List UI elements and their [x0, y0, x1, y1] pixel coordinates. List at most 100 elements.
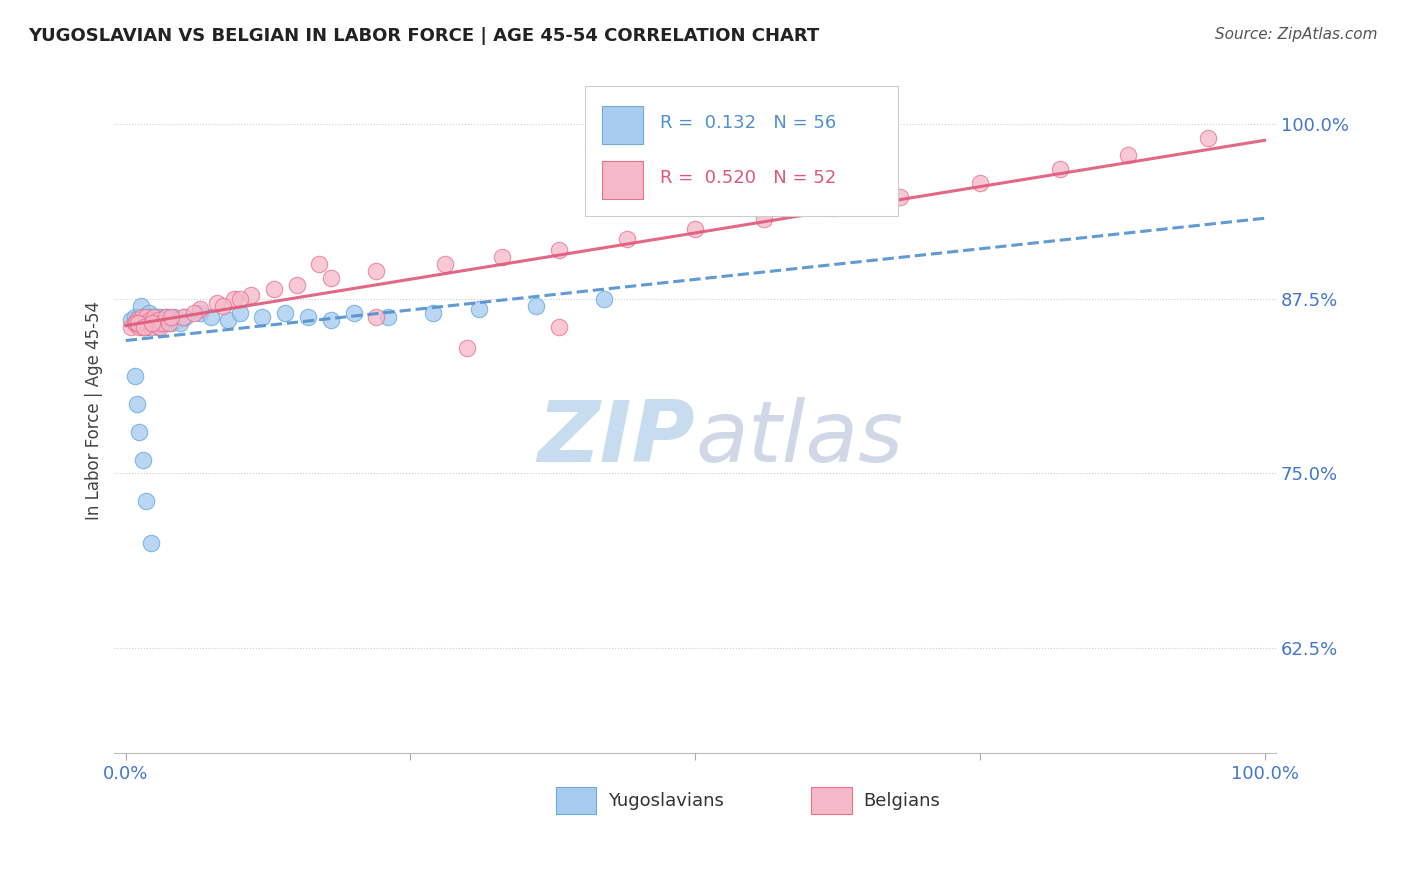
- Point: [593, 292, 616, 306]
- Point: [148, 313, 170, 327]
- Point: [366, 264, 388, 278]
- Point: [127, 318, 149, 333]
- Point: [366, 310, 388, 324]
- Point: [456, 341, 478, 355]
- Point: [240, 287, 263, 301]
- Point: [228, 292, 250, 306]
- Point: [285, 277, 308, 292]
- Point: [132, 310, 155, 324]
- Text: atlas: atlas: [695, 397, 903, 480]
- Y-axis label: In Labor Force | Age 45-54: In Labor Force | Age 45-54: [86, 301, 103, 520]
- Point: [131, 319, 153, 334]
- Point: [127, 397, 149, 411]
- Point: [319, 313, 342, 327]
- Point: [172, 310, 194, 324]
- Point: [146, 313, 169, 327]
- Point: [252, 310, 274, 324]
- Point: [136, 313, 159, 327]
- Point: [129, 316, 152, 330]
- Point: [138, 310, 160, 324]
- Point: [146, 319, 169, 334]
- Point: [200, 310, 222, 324]
- Point: [547, 319, 569, 334]
- FancyBboxPatch shape: [811, 787, 852, 814]
- FancyBboxPatch shape: [585, 86, 898, 216]
- Point: [142, 310, 165, 324]
- Point: [162, 310, 184, 324]
- Point: [128, 319, 150, 334]
- Point: [547, 243, 569, 257]
- Text: Belgians: Belgians: [863, 791, 941, 810]
- Point: [752, 212, 775, 227]
- Point: [228, 306, 250, 320]
- Point: [124, 316, 146, 330]
- Point: [132, 452, 155, 467]
- Point: [211, 299, 233, 313]
- Point: [150, 313, 173, 327]
- Point: [1116, 148, 1139, 162]
- Point: [139, 536, 162, 550]
- Point: [188, 306, 211, 320]
- Point: [124, 368, 146, 383]
- Point: [491, 250, 513, 264]
- Point: [132, 313, 155, 327]
- Point: [150, 316, 173, 330]
- Point: [188, 301, 211, 316]
- Point: [138, 316, 160, 330]
- Point: [222, 292, 245, 306]
- Point: [160, 316, 183, 330]
- Point: [524, 299, 547, 313]
- Point: [297, 310, 319, 324]
- Point: [124, 310, 146, 324]
- Point: [121, 319, 143, 334]
- Point: [139, 316, 162, 330]
- Point: [319, 271, 342, 285]
- Point: [131, 310, 153, 324]
- Point: [129, 299, 152, 313]
- Point: [143, 310, 166, 324]
- Point: [125, 316, 148, 330]
- Point: [127, 316, 149, 330]
- Point: [145, 310, 167, 324]
- Point: [145, 316, 167, 330]
- Text: R =  0.132   N = 56: R = 0.132 N = 56: [661, 114, 837, 132]
- Point: [135, 494, 157, 508]
- Point: [127, 313, 149, 327]
- Point: [174, 310, 197, 324]
- Text: R =  0.520   N = 52: R = 0.520 N = 52: [661, 169, 837, 187]
- Point: [468, 301, 491, 316]
- Point: [1197, 131, 1219, 145]
- Point: [205, 296, 228, 310]
- Point: [308, 257, 330, 271]
- Text: YUGOSLAVIAN VS BELGIAN IN LABOR FORCE | AGE 45-54 CORRELATION CHART: YUGOSLAVIAN VS BELGIAN IN LABOR FORCE | …: [28, 27, 820, 45]
- Point: [141, 313, 163, 327]
- Point: [150, 316, 173, 330]
- Text: ZIP: ZIP: [537, 397, 695, 480]
- Point: [138, 313, 160, 327]
- Point: [155, 310, 177, 324]
- Point: [128, 425, 150, 439]
- Point: [683, 222, 706, 236]
- Point: [160, 310, 183, 324]
- Point: [274, 306, 297, 320]
- Point: [135, 310, 157, 324]
- Point: [135, 319, 157, 334]
- Point: [889, 190, 911, 204]
- Point: [149, 319, 172, 334]
- Point: [1049, 162, 1071, 177]
- FancyBboxPatch shape: [602, 161, 643, 199]
- Point: [969, 176, 991, 190]
- Text: Yugoslavians: Yugoslavians: [607, 791, 724, 810]
- Point: [128, 310, 150, 324]
- Point: [821, 201, 844, 215]
- Point: [142, 316, 165, 330]
- Point: [169, 316, 191, 330]
- Point: [138, 316, 160, 330]
- Text: Source: ZipAtlas.com: Source: ZipAtlas.com: [1215, 27, 1378, 42]
- Point: [135, 310, 157, 324]
- Point: [138, 306, 160, 320]
- Point: [139, 319, 162, 334]
- FancyBboxPatch shape: [602, 106, 643, 144]
- Point: [134, 316, 156, 330]
- Point: [143, 313, 166, 327]
